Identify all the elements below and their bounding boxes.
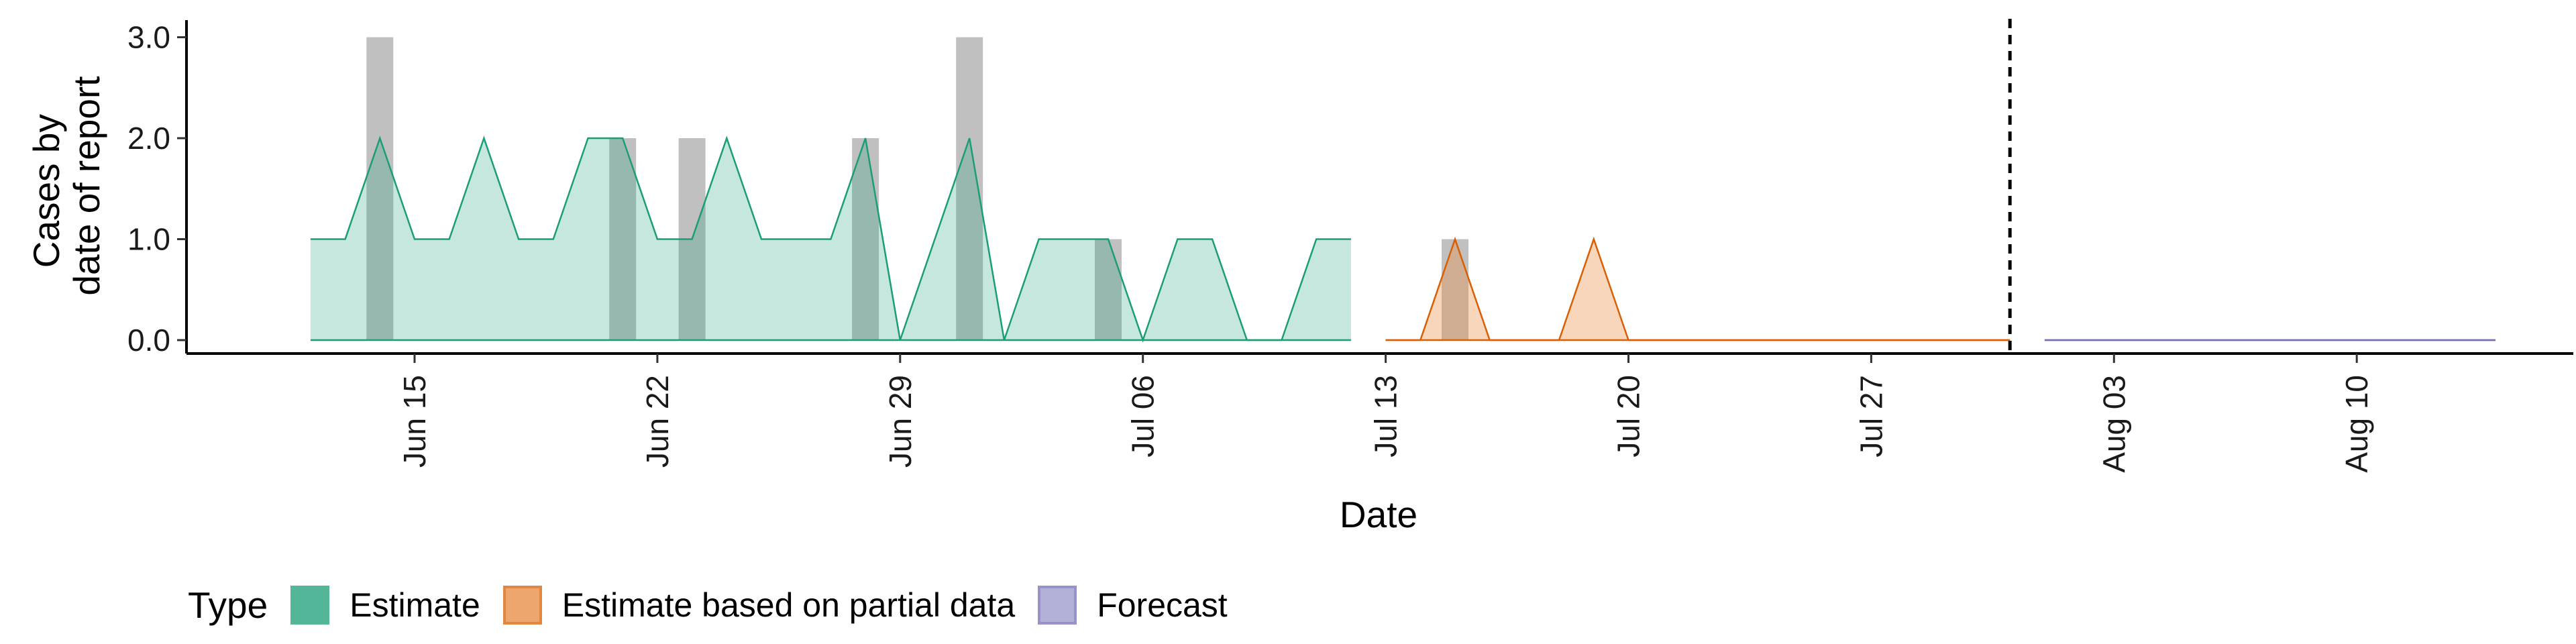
series-area [1385,239,2010,340]
legend-label-forecast: Forecast [1097,586,1228,624]
x-tick-label: Aug 10 [2339,375,2374,473]
x-tick-label: Jul 06 [1126,375,1161,458]
x-ticks: Jun 15 Jun 22 Jun 29 Jul 06 Jul 13 Jul 20 Jul … [397,354,2374,473]
legend-key-forecast [1038,586,1077,625]
x-tick-label: Jul 13 [1368,375,1403,458]
reported-cases-bar [1095,239,1122,340]
reported-cases-bars [366,37,1468,340]
x-axis-title: Date [1340,494,1417,535]
y-axis-title-line-1: Cases by [25,114,67,268]
legend-label-partial: Estimate based on partial data [561,586,1016,624]
legend-title: Type [188,584,268,626]
x-tick-label: Aug 03 [2096,375,2131,473]
legend-item-estimate: Estimate [290,586,480,625]
x-tick-label: Jun 29 [883,375,918,468]
series-areas [310,136,2496,343]
reported-cases-bar [609,138,637,340]
legend-item-forecast: Forecast [1038,586,1228,625]
axes [185,20,2573,355]
reported-cases-bar [852,138,879,340]
reported-cases-bar [1442,239,1468,340]
x-tick-label: Jul 20 [1611,375,1646,458]
y-tick-label: 2.0 [127,121,170,156]
legend-item-partial: Estimate based on partial data [502,586,1016,625]
legend-key-estimate [290,586,330,625]
legend-label-estimate: Estimate [350,586,480,624]
y-axis-title-line-2: date of report [66,76,107,295]
legend-key-partial [502,586,542,625]
x-tick-label: Jul 27 [1854,375,1888,458]
reported-cases-bar [366,37,394,340]
legend: Type Estimate Estimate based on partial … [188,575,1250,635]
x-tick-label: Jun 22 [640,375,675,468]
y-tick-label: 1.0 [127,222,170,257]
y-axis-title: Cases by date of report [25,76,107,295]
y-ticks: 0.0 1.0 2.0 3.0 [127,20,186,358]
x-tick-label: Jun 15 [397,375,432,468]
series-line [310,136,1351,343]
y-tick-label: 0.0 [127,323,170,358]
y-tick-label: 3.0 [127,20,170,55]
